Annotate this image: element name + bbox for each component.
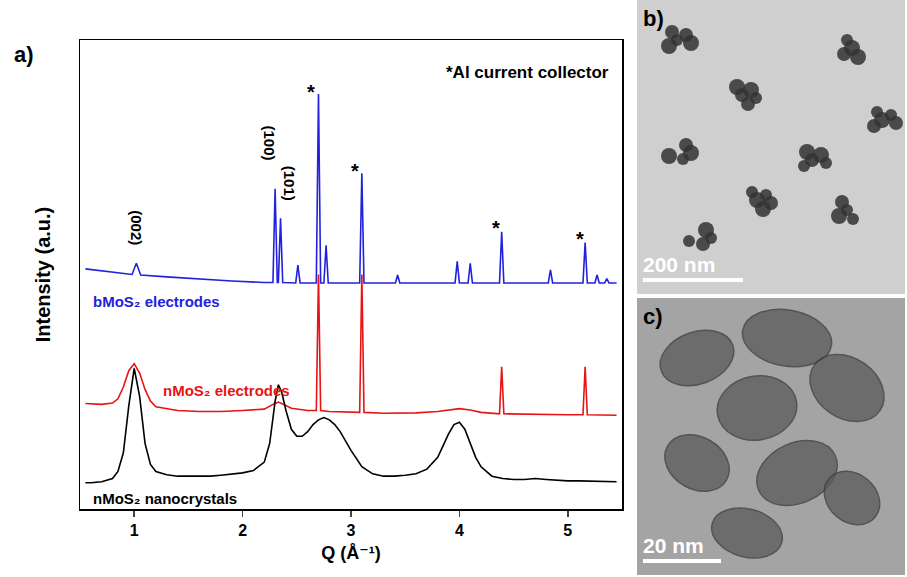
svg-text:*: * <box>307 81 315 103</box>
svg-text:*: * <box>492 217 500 239</box>
svg-text:3: 3 <box>347 522 356 539</box>
svg-text:*: * <box>576 228 584 250</box>
svg-text:Intensity (a.u.): Intensity (a.u.) <box>32 207 54 343</box>
svg-text:nMoS₂ electrodes: nMoS₂ electrodes <box>163 382 290 399</box>
svg-text:5: 5 <box>563 522 572 539</box>
svg-text:200 nm: 200 nm <box>643 253 715 276</box>
svg-text:nMoS₂ nanocrystals: nMoS₂ nanocrystals <box>93 490 237 507</box>
svg-text:c): c) <box>643 304 663 329</box>
svg-text:1: 1 <box>130 522 139 539</box>
svg-text:(002): (002) <box>128 210 145 245</box>
svg-text:*: * <box>351 160 359 182</box>
svg-text:bMoS₂ electrodes: bMoS₂ electrodes <box>93 293 220 310</box>
svg-text:(100): (100) <box>261 125 278 160</box>
svg-text:4: 4 <box>455 522 464 539</box>
svg-text:b): b) <box>643 6 664 31</box>
svg-text:Q (Å⁻¹): Q (Å⁻¹) <box>321 543 380 563</box>
svg-text:a): a) <box>14 42 34 67</box>
svg-text:20 nm: 20 nm <box>643 534 704 557</box>
svg-text:(101): (101) <box>281 166 298 201</box>
svg-text:2: 2 <box>238 522 247 539</box>
svg-text:*Al current collector: *Al current collector <box>446 63 609 82</box>
